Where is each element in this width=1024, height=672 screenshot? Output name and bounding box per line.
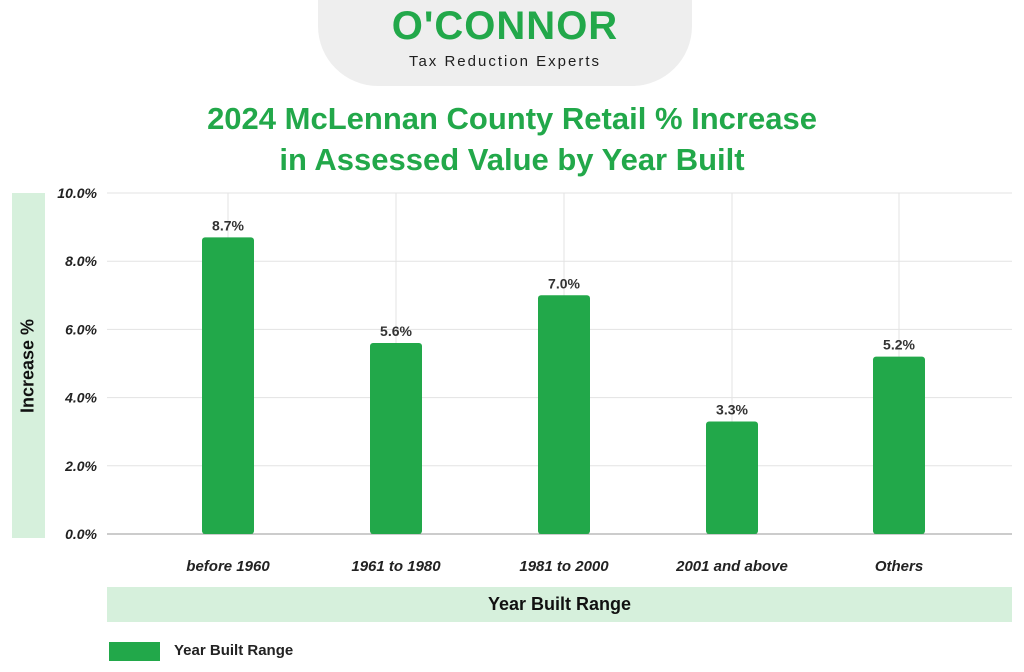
chart-title-line-1: 2024 McLennan County Retail % Increase (207, 101, 817, 136)
chart-title-line-2: in Assessed Value by Year Built (279, 142, 745, 177)
x-tick-label: 1981 to 2000 (519, 558, 609, 575)
x-tick-label: 2001 and above (675, 558, 788, 575)
y-tick-label: 0.0% (65, 526, 97, 542)
bar-value-label: 5.6% (380, 323, 412, 339)
y-tick-label: 2.0% (64, 458, 97, 474)
bar-value-label: 7.0% (548, 275, 580, 291)
bar (202, 237, 254, 534)
bar (370, 343, 422, 534)
legend-swatch (109, 642, 160, 661)
logo-banner: O'CONNOR Tax Reduction Experts (318, 0, 692, 86)
y-axis-label-band (12, 193, 45, 538)
y-tick-label: 6.0% (65, 321, 97, 337)
bar-value-label: 5.2% (883, 337, 915, 353)
bar-value-label: 8.7% (212, 217, 244, 233)
logo-tagline: Tax Reduction Experts (408, 53, 602, 70)
chart-title: 2024 McLennan County Retail % Increase i… (0, 98, 1024, 180)
logo-wordmark: O'CONNOR (391, 4, 619, 48)
bar-value-label: 3.3% (716, 401, 748, 417)
legend-label: Year Built Range (174, 642, 294, 659)
y-tick-label: 10.0% (57, 185, 97, 201)
x-tick-label: before 1960 (186, 558, 270, 575)
bar (538, 295, 590, 534)
x-tick-label: 1961 to 1980 (351, 558, 441, 575)
y-tick-label: 4.0% (64, 390, 97, 406)
bar (873, 356, 925, 534)
x-axis-label: Year Built Range (487, 594, 632, 614)
x-axis-label-band: Year Built Range (107, 587, 1012, 622)
x-tick-label: Others (875, 558, 923, 575)
y-tick-label: 8.0% (65, 253, 97, 269)
bar (706, 421, 758, 534)
